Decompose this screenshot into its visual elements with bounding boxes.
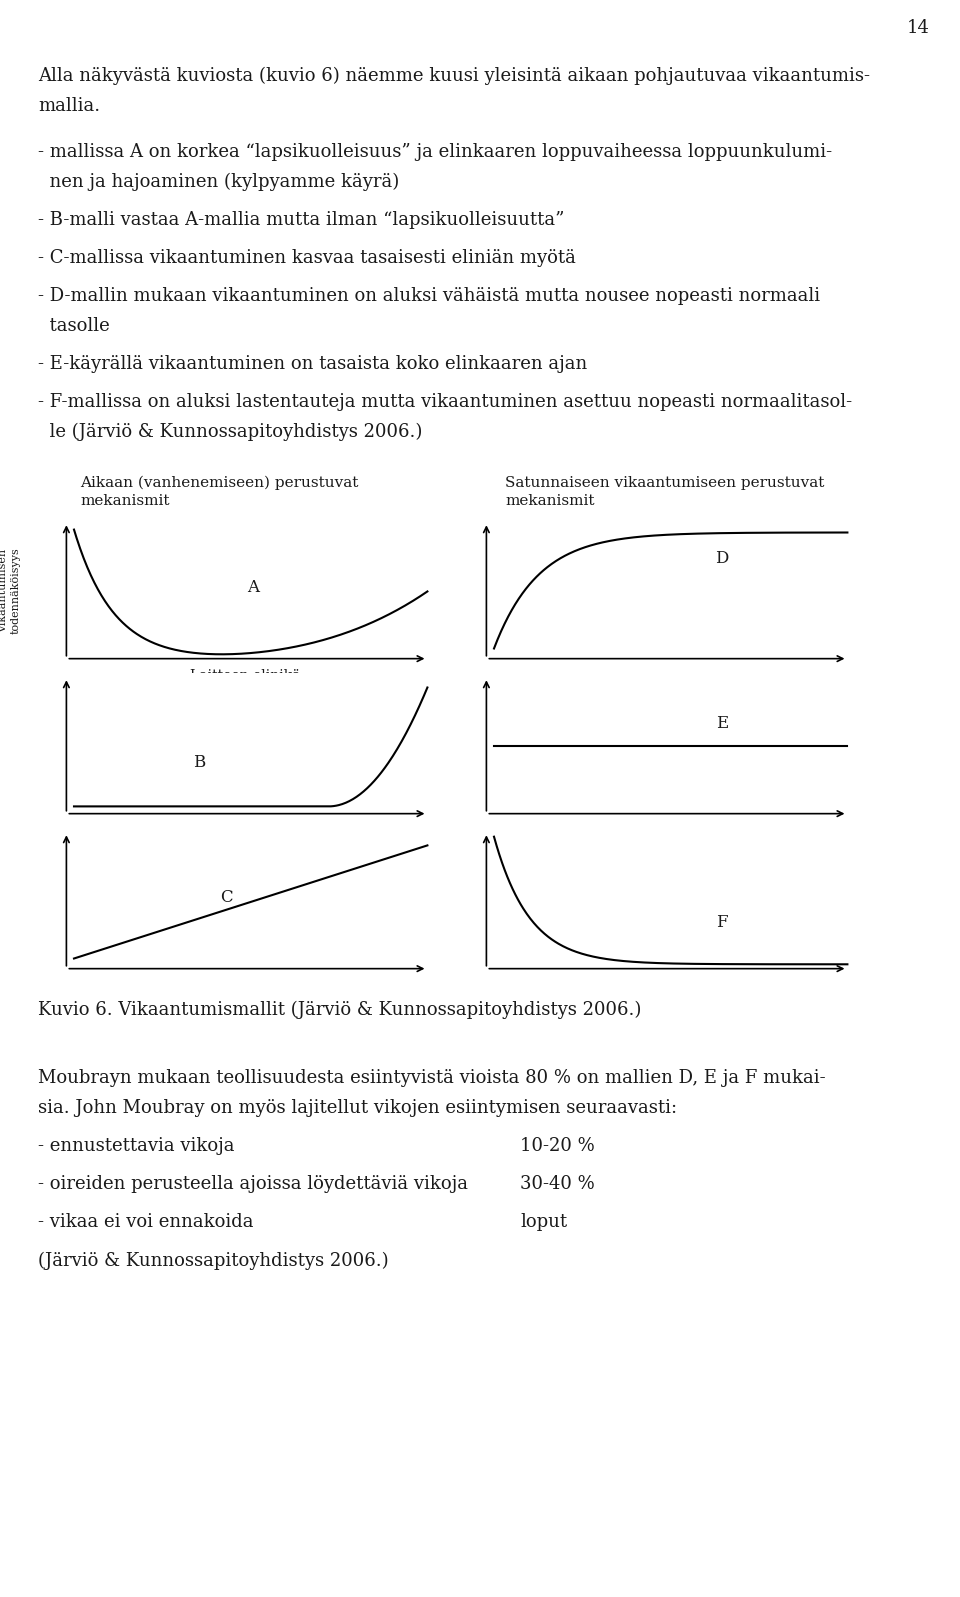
Text: le (Järviö & Kunnossapitoyhdistys 2006.): le (Järviö & Kunnossapitoyhdistys 2006.)	[38, 423, 422, 441]
Text: A: A	[247, 580, 258, 596]
Text: (Järviö & Kunnossapitoyhdistys 2006.): (Järviö & Kunnossapitoyhdistys 2006.)	[38, 1252, 389, 1270]
Text: nen ja hajoaminen (kylpyamme käyrä): nen ja hajoaminen (kylpyamme käyrä)	[38, 172, 399, 192]
Text: mekanismit: mekanismit	[80, 493, 170, 508]
Text: loput: loput	[520, 1214, 567, 1231]
Text: Vikaantumisen
todennäköisyys: Vikaantumisen todennäköisyys	[0, 548, 20, 634]
Text: B: B	[193, 754, 205, 771]
Text: - vikaa ei voi ennakoida: - vikaa ei voi ennakoida	[38, 1214, 253, 1231]
Text: - D-mallin mukaan vikaantuminen on aluksi vähäistä mutta nousee nopeasti normaal: - D-mallin mukaan vikaantuminen on aluks…	[38, 287, 820, 305]
Text: - ennustettavia vikoja: - ennustettavia vikoja	[38, 1137, 234, 1155]
Text: - C-mallissa vikaantuminen kasvaa tasaisesti eliniän myötä: - C-mallissa vikaantuminen kasvaa tasais…	[38, 249, 576, 267]
Text: E: E	[716, 715, 728, 733]
Text: C: C	[220, 890, 232, 905]
Text: - F-mallissa on aluksi lastentauteja mutta vikaantuminen asettuu nopeasti normaa: - F-mallissa on aluksi lastentauteja mut…	[38, 393, 852, 410]
Text: 10-20 %: 10-20 %	[520, 1137, 595, 1155]
Text: tasolle: tasolle	[38, 316, 109, 335]
Text: - oireiden perusteella ajoissa löydettäviä vikoja: - oireiden perusteella ajoissa löydettäv…	[38, 1175, 468, 1193]
Text: 30-40 %: 30-40 %	[520, 1175, 595, 1193]
Text: mekanismit: mekanismit	[505, 493, 594, 508]
Text: Moubrayn mukaan teollisuudesta esiintyvistä vioista 80 % on mallien D, E ja F mu: Moubrayn mukaan teollisuudesta esiintyvi…	[38, 1070, 826, 1088]
Text: Kuvio 6. Vikaantumismallit (Järviö & Kunnossapitoyhdistys 2006.): Kuvio 6. Vikaantumismallit (Järviö & Kun…	[38, 1001, 641, 1019]
Text: Laitteen elinikä: Laitteen elinikä	[190, 669, 300, 684]
Text: D: D	[715, 549, 729, 567]
Text: 14: 14	[907, 19, 930, 37]
Text: sia. John Moubray on myös lajitellut vikojen esiintymisen seuraavasti:: sia. John Moubray on myös lajitellut vik…	[38, 1099, 677, 1118]
Text: - mallissa A on korkea “lapsikuolleisuus” ja elinkaaren loppuvaiheessa loppuunku: - mallissa A on korkea “lapsikuolleisuus…	[38, 144, 832, 161]
Text: F: F	[716, 913, 728, 931]
Text: Satunnaiseen vikaantumiseen perustuvat: Satunnaiseen vikaantumiseen perustuvat	[505, 476, 825, 490]
Text: Aikaan (vanhenemiseen) perustuvat: Aikaan (vanhenemiseen) perustuvat	[80, 476, 358, 490]
Text: mallia.: mallia.	[38, 97, 100, 115]
Text: - E-käyrällä vikaantuminen on tasaista koko elinkaaren ajan: - E-käyrällä vikaantuminen on tasaista k…	[38, 355, 588, 374]
Text: - B-malli vastaa A-mallia mutta ilman “lapsikuolleisuutta”: - B-malli vastaa A-mallia mutta ilman “l…	[38, 211, 564, 228]
Text: Alla näkyvästä kuviosta (kuvio 6) näemme kuusi yleisintä aikaan pohjautuvaa vika: Alla näkyvästä kuviosta (kuvio 6) näemme…	[38, 67, 870, 85]
